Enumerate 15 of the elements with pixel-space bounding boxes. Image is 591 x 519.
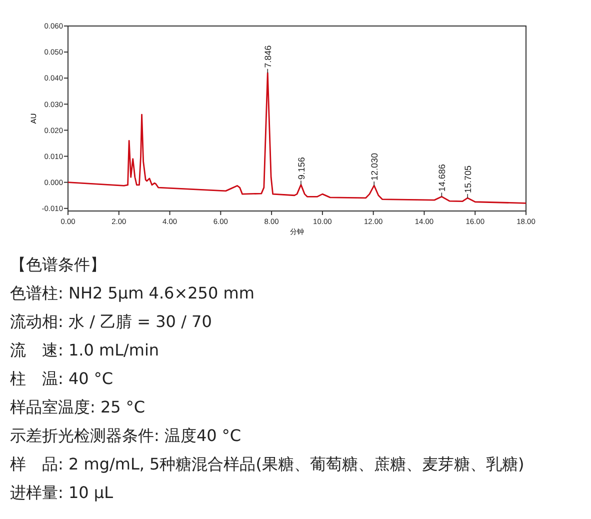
line-series: [67, 72, 527, 204]
text: 柱 温: 40 °C: [10, 369, 114, 388]
text: 样 品: 2 mg/mL, 5种糖混合样品(果糖、葡萄糖、蔗糖、麦芽糖、乳糖): [10, 454, 524, 474]
text: 样品室温度: 25 °C: [10, 398, 146, 416]
text: 流 速: 1.0 mL/min: [10, 340, 160, 360]
text: 流动相: 水 / 乙腈 = 30 / 70: [10, 312, 212, 331]
annotation: 12.030: [370, 152, 380, 180]
annotation: 7.846: [263, 45, 274, 68]
text: 色谱柱: NH2 5μm 4.6×250 mm: [10, 284, 254, 302]
text: 【色谱条件】: [10, 255, 106, 274]
annotation: 15.705: [463, 165, 474, 193]
annotation: 14.686: [437, 164, 448, 192]
annotation: 9.156: [296, 157, 306, 180]
text: 进样量: 10 µL: [10, 483, 114, 502]
text: 示差折光检测器条件: 温度40 °C: [10, 426, 242, 445]
